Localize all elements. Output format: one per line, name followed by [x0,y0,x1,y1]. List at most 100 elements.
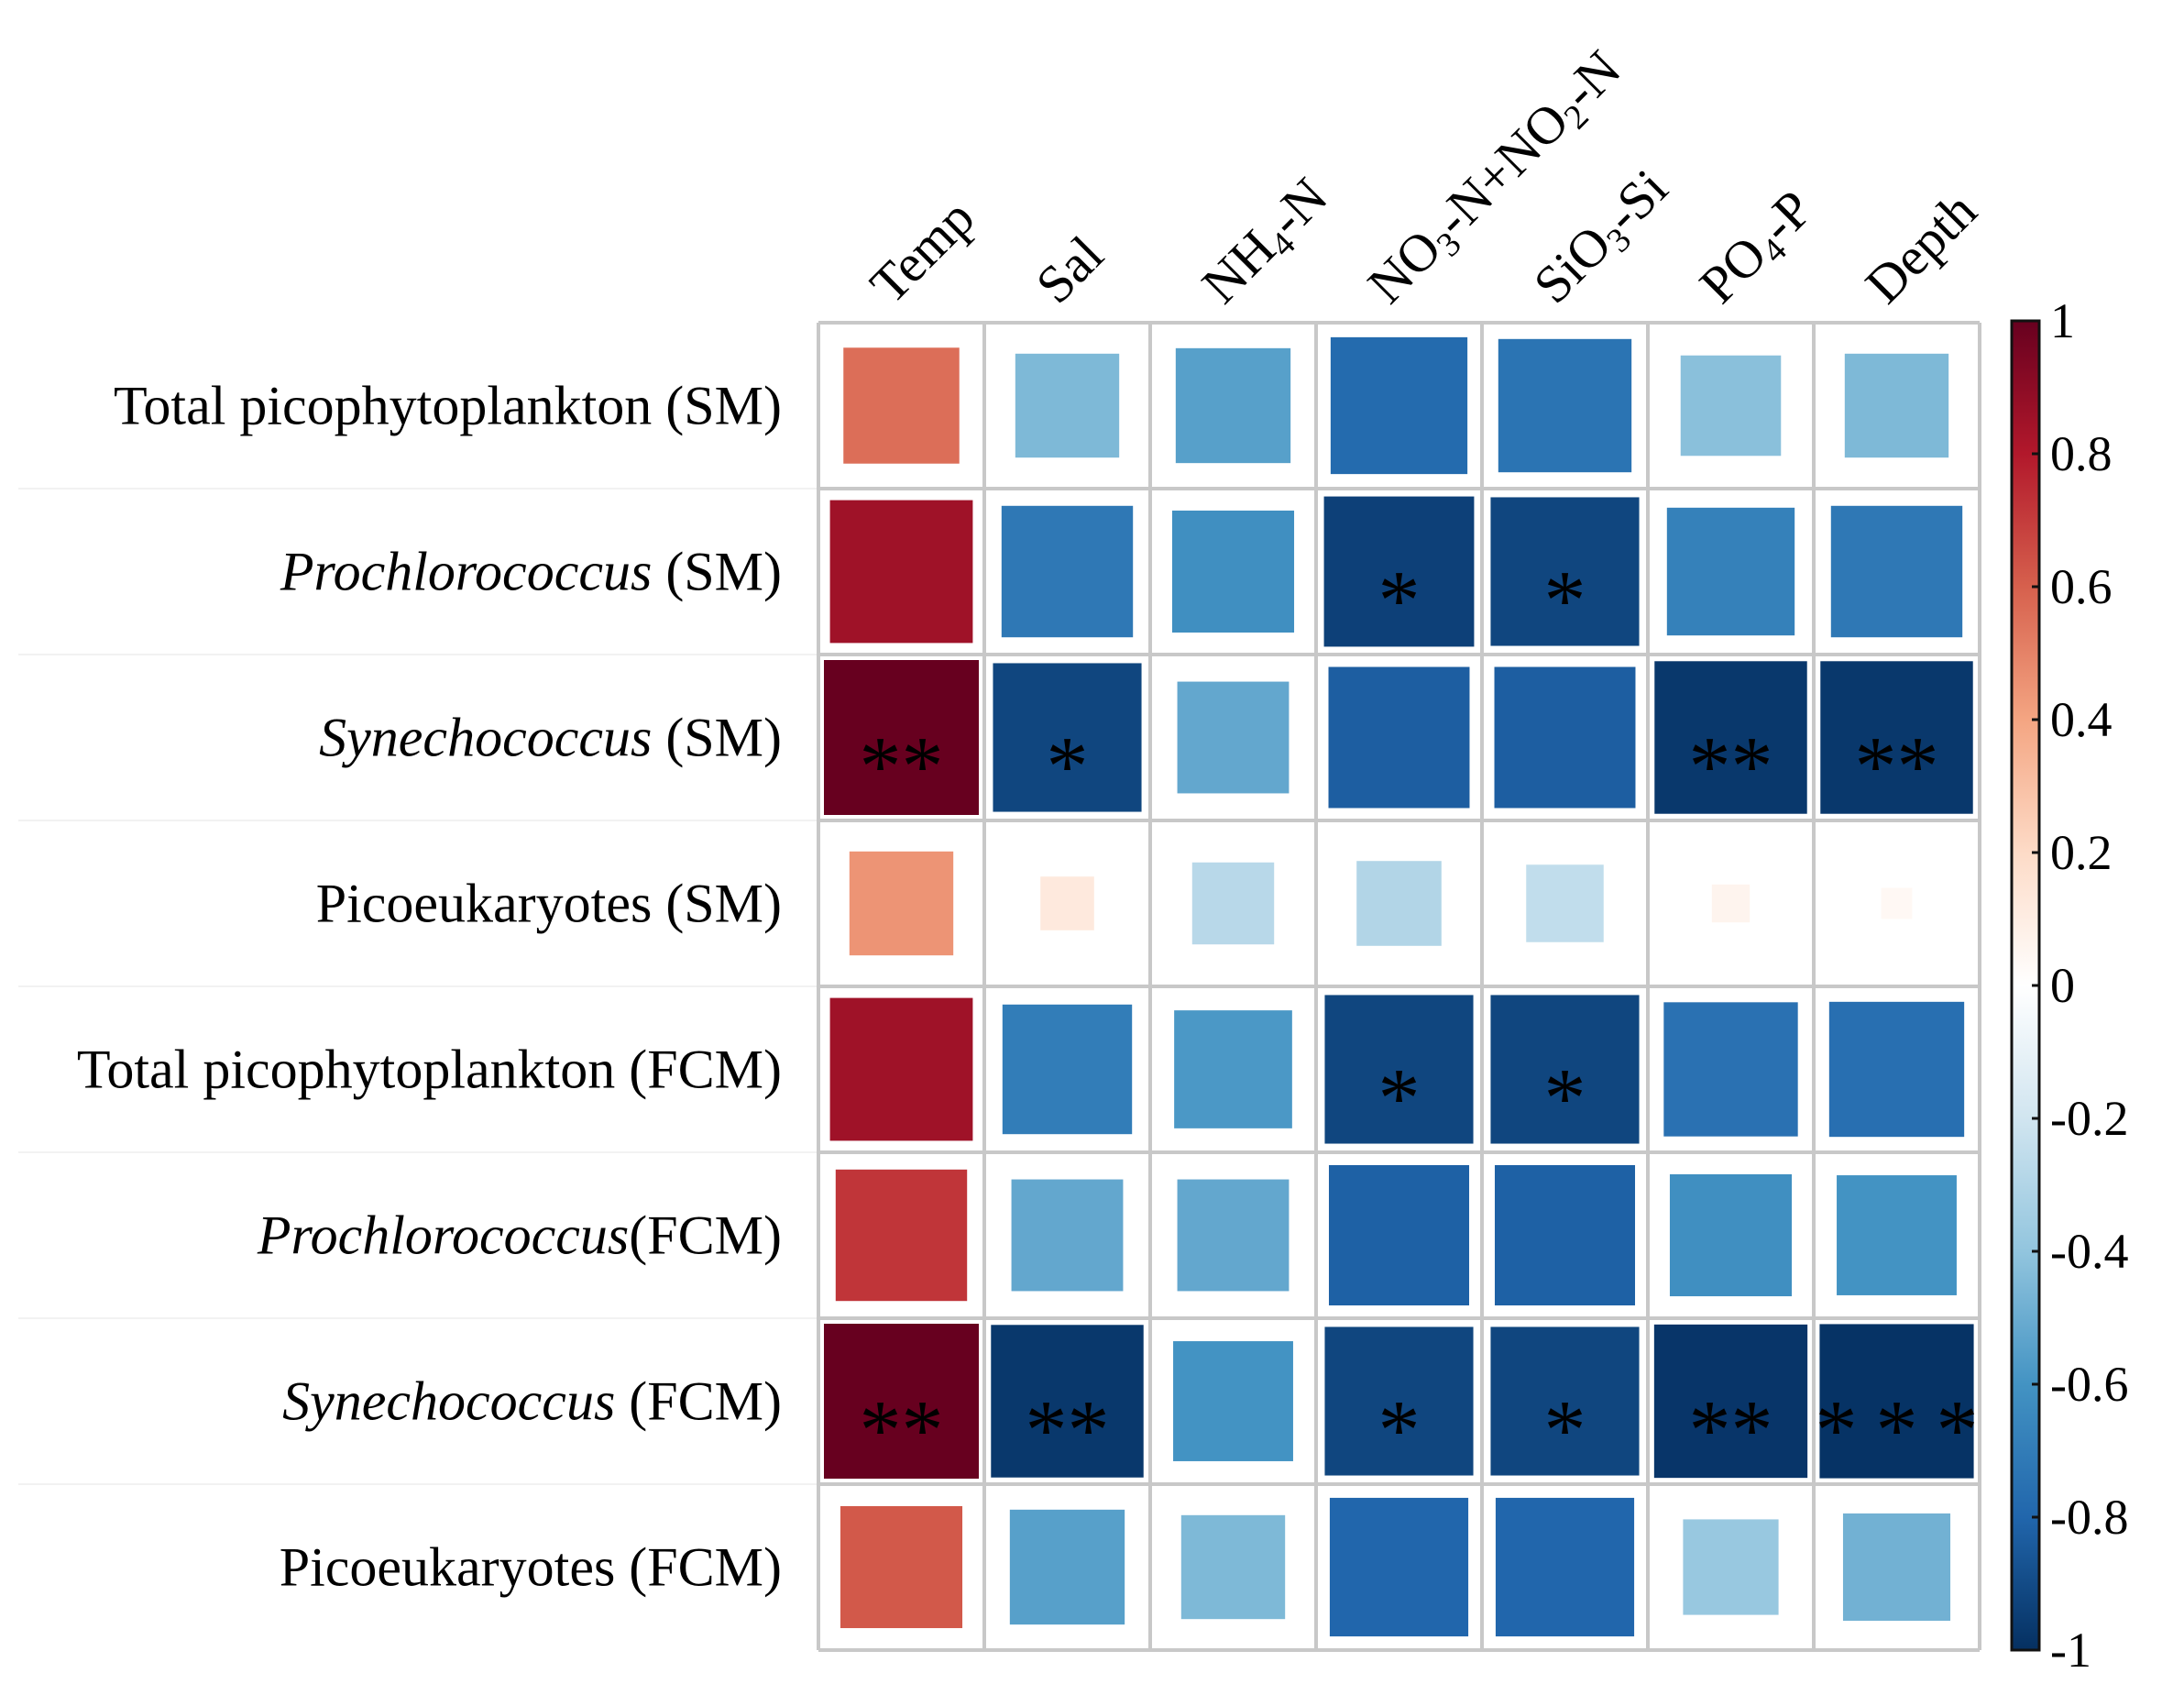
heatmap-cell [1526,864,1604,942]
heatmap-cell [1330,336,1468,475]
row-label: Synechococcus (FCM) [282,1371,782,1432]
heatmap-cell [1009,1509,1125,1625]
heatmap-cell [1011,1179,1124,1292]
significance-mark: * [1544,554,1586,647]
heatmap-cell [849,851,954,956]
heatmap-cell [843,347,960,464]
column-label: Sal [1025,225,1114,314]
heatmap-cell [991,1325,1144,1478]
heatmap-cell [1490,995,1640,1144]
heatmap-cell [1663,1002,1798,1137]
row-guides [18,488,818,1485]
heatmap-cell [1680,355,1782,457]
significance-mark: * [1544,1051,1586,1145]
heatmap-cell [1174,1010,1292,1128]
significance-mark: ** [860,1383,944,1477]
significance-mark: *** [1816,1383,1979,1477]
heatmap-cell [1494,666,1636,809]
heatmap-cell [829,997,973,1141]
heatmap-cell [1171,510,1295,633]
heatmap-cell [1837,1175,1957,1295]
heatmap-cell [1329,1497,1469,1637]
heatmap-cell [1844,353,1949,458]
row-label: Prochlorococcus (SM) [280,542,782,602]
heatmap-cell [1498,338,1632,473]
heatmap-cell [1015,353,1120,458]
row-label: Total picophytoplankton (FCM) [77,1040,782,1100]
heatmap-cell [1040,876,1094,930]
column-label: Depth [1854,181,1988,314]
heatmap-cell [1356,861,1442,946]
heatmap-cell [840,1505,963,1629]
significance-mark: * [1544,1383,1586,1477]
heatmap-cell [824,660,979,815]
colorbar-tick-label: -0.6 [2050,1357,2128,1412]
heatmap-cell [1324,995,1474,1144]
colorbar-tick-label: -1 [2050,1623,2091,1678]
heatmap-cell [1328,1164,1470,1306]
colorbar-tick-label: 0.2 [2050,825,2113,880]
heatmap-cell [1820,661,1973,814]
heatmap-cell [1177,681,1290,794]
heatmap-cell [1324,1326,1474,1476]
significance-mark: ** [1689,1383,1773,1477]
significance-mark: ** [1855,720,1939,813]
row-labels: Total picophytoplankton (SM) Prochlorococ… [77,376,782,1598]
significance-mark: ** [1689,720,1773,813]
significance-mark: ** [860,720,944,813]
heatmap-cell [1490,1326,1640,1476]
column-label: SiO3-Si [1522,158,1683,318]
heatmap-cell [829,500,973,644]
significance-mark: * [1378,1051,1421,1145]
heatmap-cell [1654,661,1807,814]
heatmap-cell [1819,1324,1974,1479]
heatmap-cell [993,663,1142,812]
heatmap-cell [1881,887,1913,919]
heatmap-cell [1494,1164,1636,1306]
heatmap-cell [1328,666,1470,809]
significance-mark: * [1047,720,1089,813]
column-label: NH4-N [1191,166,1343,318]
column-label: Temp [859,187,986,314]
heatmap-cell [1173,1341,1293,1461]
heatmap-cell [1830,505,1963,638]
row-label: Total picophytoplankton (SM) [114,376,782,436]
heatmap-cell [824,1324,979,1479]
heatmap-cell [1495,1497,1635,1637]
colorbar-tick-label: 0 [2050,958,2075,1013]
heatmap-grid [817,321,1981,1652]
significance-mark: ** [1026,1383,1110,1477]
heatmap-cell [1490,497,1640,646]
colorbar-tick-label: -0.8 [2050,1490,2128,1545]
column-label: PO4-P [1688,179,1828,319]
heatmap-cell [1002,1004,1133,1135]
significance-mark: * [1378,554,1421,647]
heatmap-cell [1177,1179,1290,1292]
colorbar-tick-label: 1 [2050,293,2075,348]
colorbar-tick-label: -0.2 [2050,1091,2128,1146]
colorbar-tick-label: -0.4 [2050,1224,2128,1279]
heatmap-cell [1001,505,1134,638]
significance-mark: * [1378,1383,1421,1477]
row-label: Synechococcus (SM) [319,708,782,768]
row-label: Picoeukaryotes (FCM) [280,1537,782,1598]
heatmap-cell [1842,1513,1951,1622]
colorbar-tick-label: 0.6 [2050,559,2113,614]
colorbar: 1 0.8 0.6 0.4 0.2 0 -0.2 -0.4 -0.6 -0.8 -1 [2010,293,2128,1678]
heatmap-cell [1828,1001,1965,1138]
heatmap-cell [1669,1173,1793,1297]
heatmap-cell [1711,884,1750,923]
heatmap-cell [1666,507,1795,636]
heatmap-cell [1653,1324,1808,1479]
heatmap-cell [1180,1514,1286,1620]
colorbar-tick-label: 0.4 [2050,692,2113,747]
heatmap-cell [1191,862,1275,945]
colorbar-tick-label: 0.8 [2050,426,2113,481]
heatmap-cell [1683,1519,1779,1615]
heatmap-cell [835,1169,968,1302]
heatmap-cell [1175,347,1291,464]
row-label: Picoeukaryotes (SM) [316,874,782,934]
heatmap-cell [1323,496,1475,647]
